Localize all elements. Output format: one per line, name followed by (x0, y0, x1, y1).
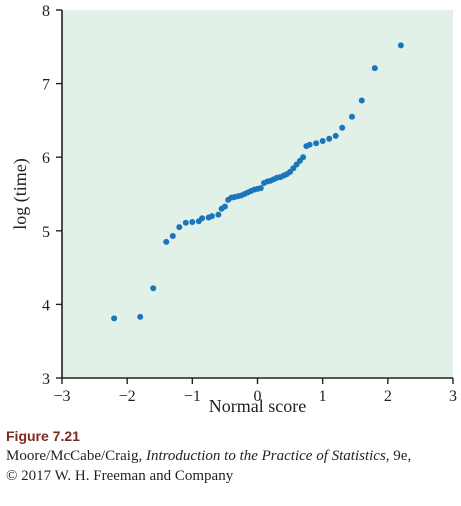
data-point (359, 98, 365, 104)
data-point (137, 314, 143, 320)
data-point (215, 212, 221, 218)
y-tick-label: 6 (42, 150, 50, 167)
data-point (258, 185, 264, 191)
y-tick-label: 4 (42, 297, 50, 314)
data-point (349, 114, 355, 120)
figure-label: Figure 7.21 (6, 426, 456, 446)
x-tick-label: 1 (319, 388, 327, 405)
data-point (209, 213, 215, 219)
citation-authors: Moore/McCabe/Craig, (6, 448, 146, 464)
data-point (183, 220, 189, 226)
data-point (163, 239, 169, 245)
y-tick-label: 7 (42, 77, 50, 94)
plot-area (62, 10, 453, 378)
y-tick-label: 8 (42, 3, 50, 20)
data-point (199, 215, 205, 221)
data-point (189, 219, 195, 225)
data-point (111, 315, 117, 321)
data-point (150, 285, 156, 291)
copyright-notice: © 2017 W. H. Freeman and Company (6, 466, 456, 486)
data-point (300, 154, 306, 160)
data-point (372, 65, 378, 71)
data-point (398, 42, 404, 48)
data-point (326, 136, 332, 142)
data-point (222, 204, 228, 210)
data-point (176, 224, 182, 230)
data-point (333, 133, 339, 139)
data-point (320, 138, 326, 144)
data-point (313, 140, 319, 146)
y-tick-label: 3 (42, 371, 50, 388)
source-citation: Moore/McCabe/Craig, Introduction to the … (6, 446, 456, 466)
x-tick-label: −3 (53, 388, 70, 405)
x-axis-title: Normal score (209, 396, 306, 416)
x-tick-label: −2 (119, 388, 136, 405)
data-point (339, 125, 345, 131)
y-axis-title: log (time) (10, 158, 31, 229)
y-tick-label: 5 (42, 224, 50, 241)
x-tick-label: −1 (184, 388, 201, 405)
data-point (307, 142, 313, 148)
citation-book-title: Introduction to the Practice of Statisti… (146, 448, 386, 464)
data-point (170, 233, 176, 239)
figure-caption: Figure 7.21 Moore/McCabe/Craig, Introduc… (6, 426, 456, 486)
x-tick-label: 2 (384, 388, 392, 405)
x-tick-label: 3 (449, 388, 457, 405)
citation-edition: , 9e, (386, 448, 411, 464)
